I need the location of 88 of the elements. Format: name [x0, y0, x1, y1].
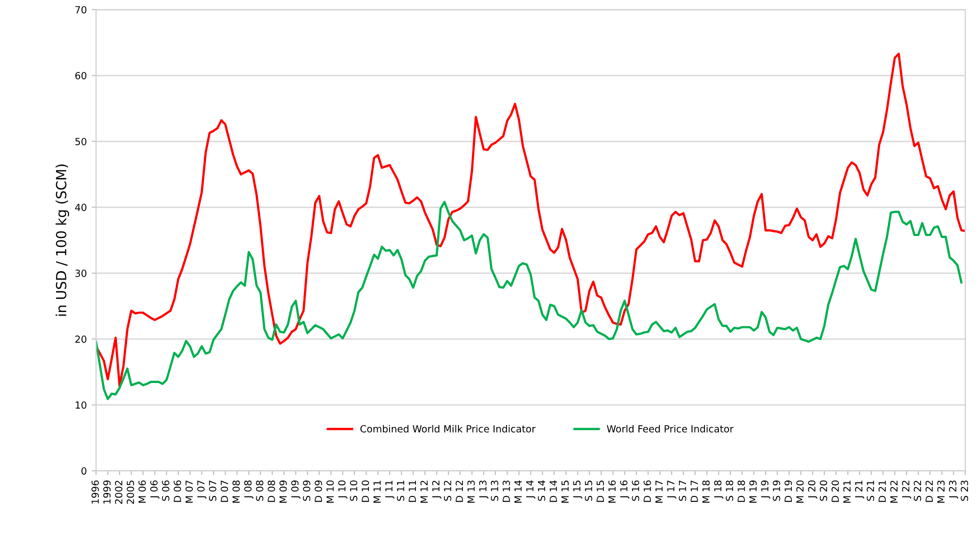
- x-tick-label: 1999: [103, 480, 111, 504]
- x-tick-label: D 14: [550, 480, 557, 502]
- x-tick-label: M 07: [185, 480, 193, 503]
- x-tick-label: S 17: [678, 480, 686, 501]
- x-tick-label: D 08: [268, 480, 276, 502]
- x-tick-label: J 06: [150, 480, 160, 499]
- x-tick-label: D 07: [220, 480, 228, 502]
- x-tick-label: J 17: [667, 480, 676, 499]
- x-tick-label: S 14: [538, 480, 546, 501]
- x-tick-label: 1996: [92, 480, 99, 504]
- x-tick-label: M 14: [514, 480, 522, 503]
- x-tick-label: S 19: [772, 480, 780, 501]
- x-tick-label: S 15: [584, 480, 592, 501]
- x-tick-label: S 21: [866, 480, 874, 501]
- x-tick-label: D 19: [784, 480, 792, 502]
- x-tick-label: J 15: [573, 480, 582, 499]
- x-tick-label: J 12: [432, 480, 442, 499]
- x-tick-label: J 09: [291, 480, 300, 499]
- x-tick-label: S 12: [444, 480, 452, 501]
- x-tick-label: J 10: [338, 480, 348, 499]
- x-tick-label: J 21: [855, 480, 864, 499]
- y-tick-label: 50: [75, 138, 86, 146]
- x-tick-label: M 23: [937, 480, 945, 503]
- x-tick-label: D 21: [878, 480, 886, 502]
- y-axis-title: in USD / 100 kg (SCM): [56, 164, 70, 316]
- y-tick-label: 20: [75, 336, 86, 343]
- x-tick-label: J 08: [244, 480, 254, 499]
- x-tick-label: D 18: [738, 480, 745, 502]
- x-tick-label: M 19: [749, 480, 757, 503]
- x-tick-label: M 16: [608, 480, 616, 503]
- x-tick-label: D 12: [456, 480, 463, 502]
- x-tick-label: S 18: [726, 480, 734, 501]
- x-tick-label: D 17: [690, 480, 698, 502]
- x-tick-label: J 14: [526, 480, 536, 499]
- legend-label: Combined World Milk Price Indicator: [360, 424, 536, 432]
- x-tick-label: M 12: [420, 480, 428, 503]
- x-tick-label: D 20: [832, 480, 839, 502]
- y-tick-label: 30: [75, 270, 86, 277]
- x-tick-label: M 13: [467, 480, 475, 503]
- x-tick-label: S 22: [914, 480, 922, 501]
- x-tick-label: J 22: [902, 480, 912, 499]
- x-tick-label: D 16: [644, 480, 651, 502]
- x-tick-label: M 20: [796, 480, 804, 503]
- x-tick-label: M 11: [374, 480, 381, 503]
- x-tick-label: S 20: [820, 480, 828, 501]
- x-tick-label: M 10: [326, 480, 334, 503]
- x-tick-label: J 07: [197, 480, 206, 499]
- x-tick-label: S 11: [396, 480, 404, 501]
- x-tick-label: S 07: [208, 480, 216, 501]
- x-tick-label: 2002: [115, 480, 122, 504]
- y-tick-label: 0: [81, 467, 86, 475]
- x-tick-label: M 17: [655, 480, 663, 503]
- x-tick-label: M 21: [843, 480, 851, 503]
- x-tick-label: M 15: [562, 480, 569, 503]
- x-tick-label: S 13: [490, 480, 498, 501]
- x-tick-label: J 23: [949, 480, 958, 499]
- legend-label: World Feed Price Indicator: [606, 424, 734, 432]
- x-tick-label: 2005: [126, 480, 134, 504]
- y-tick-label: 10: [76, 401, 86, 409]
- x-tick-label: J 20: [808, 480, 818, 499]
- y-tick-label: 70: [75, 6, 86, 14]
- x-tick-label: J 19: [761, 480, 770, 499]
- x-tick-label: M 22: [890, 480, 898, 503]
- x-tick-label: D 06: [174, 480, 182, 502]
- x-tick-label: D 09: [314, 480, 322, 502]
- x-tick-label: D 22: [926, 480, 933, 502]
- x-tick-label: J 13: [479, 480, 488, 499]
- line-series: [96, 52, 966, 387]
- x-tick-label: D 11: [408, 480, 416, 502]
- x-tick-label: S 09: [302, 480, 310, 501]
- x-tick-label: D 13: [502, 480, 510, 502]
- x-tick-label: D 15: [596, 480, 604, 502]
- x-tick-label: M 08: [232, 480, 240, 503]
- x-tick-label: J 16: [620, 480, 630, 499]
- x-tick-label: M 06: [138, 480, 146, 503]
- y-tick-label: 60: [75, 72, 86, 80]
- x-tick-label: J 11: [385, 480, 394, 499]
- x-tick-label: D 10: [362, 480, 370, 502]
- y-tick-label: 40: [75, 204, 86, 212]
- x-tick-label: M 18: [702, 480, 710, 503]
- x-tick-label: J 18: [714, 480, 724, 499]
- x-tick-label: S 06: [162, 480, 170, 501]
- x-tick-label: S 08: [256, 480, 264, 501]
- line-series: [96, 200, 962, 400]
- x-tick-label: S 23: [960, 480, 968, 501]
- x-tick-label: M 09: [279, 480, 287, 503]
- x-tick-label: S 10: [350, 480, 358, 501]
- x-tick-label: S 16: [632, 480, 640, 501]
